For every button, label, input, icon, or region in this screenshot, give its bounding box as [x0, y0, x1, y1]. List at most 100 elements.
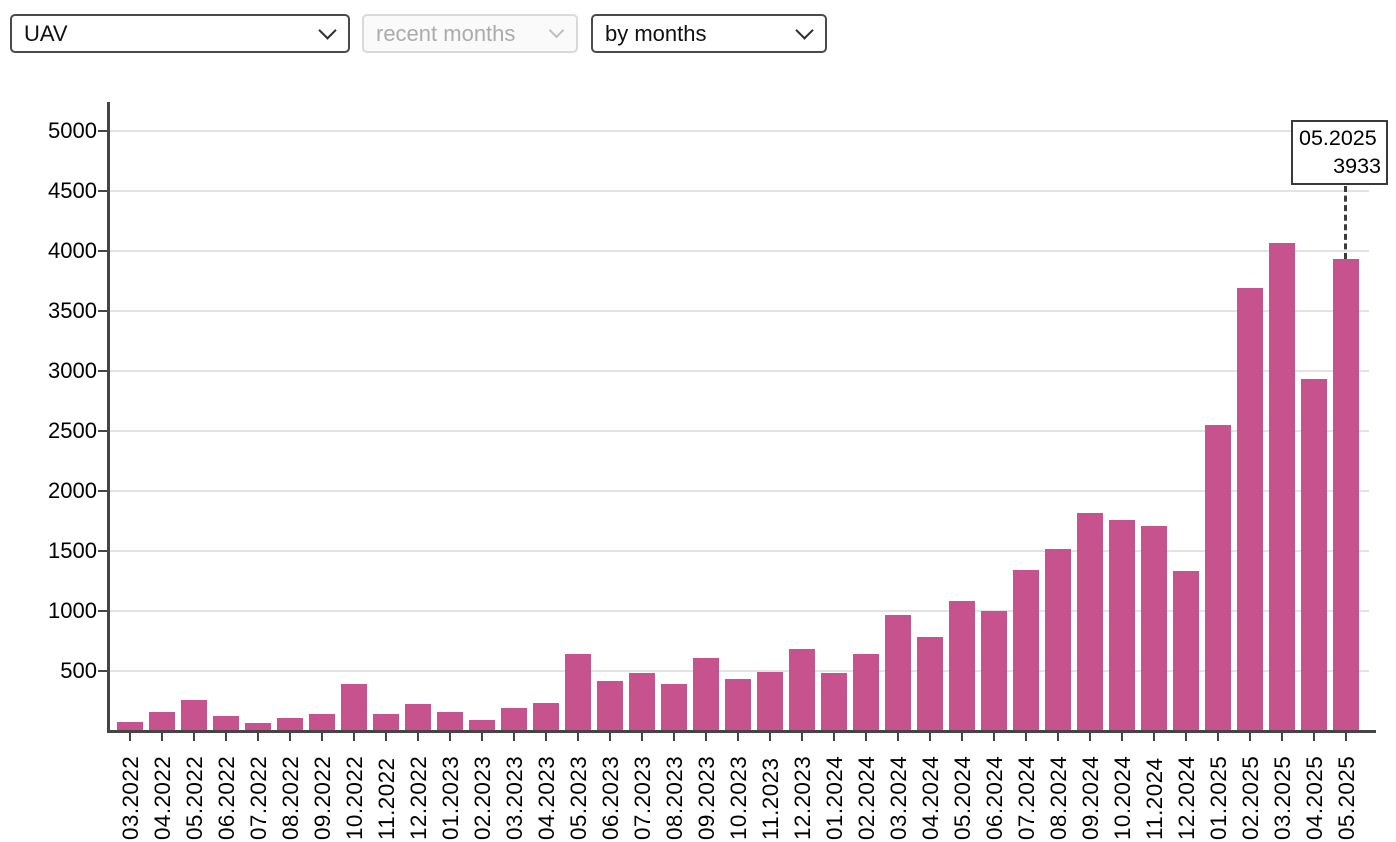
- x-tick: [640, 731, 644, 741]
- x-axis-label: 02.2024: [854, 755, 879, 840]
- x-axis-label: 10.2024: [1110, 755, 1135, 840]
- bar[interactable]: [1301, 379, 1327, 731]
- x-tick: [736, 731, 740, 741]
- bar[interactable]: [1237, 287, 1263, 731]
- x-tick: [1216, 731, 1220, 741]
- x-tick: [512, 731, 516, 741]
- x-tick: [832, 731, 836, 741]
- recent-months-select: recent months: [362, 14, 578, 53]
- bar[interactable]: [149, 711, 175, 731]
- x-tick: [448, 731, 452, 741]
- bar[interactable]: [1077, 513, 1103, 731]
- x-axis-label: 10.2023: [726, 755, 751, 840]
- bar[interactable]: [501, 707, 527, 731]
- x-tick: [544, 731, 548, 741]
- bar[interactable]: [1269, 243, 1295, 731]
- bar[interactable]: [469, 719, 495, 731]
- y-gridline: [109, 550, 1369, 552]
- bar[interactable]: [1141, 525, 1167, 731]
- y-tick: [98, 669, 108, 673]
- bar[interactable]: [853, 653, 879, 731]
- bar[interactable]: [533, 703, 559, 731]
- y-gridline: [109, 190, 1369, 192]
- bar[interactable]: [245, 723, 271, 731]
- y-axis-label: 1000: [48, 598, 97, 623]
- bar[interactable]: [373, 714, 399, 731]
- x-tick: [1024, 731, 1028, 741]
- x-tick: [864, 731, 868, 741]
- x-tick: [1152, 731, 1156, 741]
- y-axis-label: 4500: [48, 178, 97, 203]
- x-axis-label: 05.2024: [950, 755, 975, 840]
- bar[interactable]: [1205, 425, 1231, 731]
- x-tick: [288, 731, 292, 741]
- x-tick: [160, 731, 164, 741]
- bar[interactable]: [661, 683, 687, 731]
- x-axis-label: 12.2024: [1174, 755, 1199, 840]
- x-axis-label: 08.2022: [278, 755, 303, 840]
- x-axis-label: 03.2023: [502, 755, 527, 840]
- bar[interactable]: [1045, 548, 1071, 731]
- x-tick: [960, 731, 964, 741]
- bar[interactable]: [565, 653, 591, 731]
- x-axis-label: 03.2022: [118, 755, 143, 840]
- grouping-select[interactable]: by months: [591, 14, 827, 53]
- bar[interactable]: [885, 615, 911, 731]
- y-axis-label: 3000: [48, 358, 97, 383]
- bar[interactable]: [693, 658, 719, 731]
- bar[interactable]: [597, 681, 623, 731]
- x-tick: [672, 731, 676, 741]
- y-axis-label: 2500: [48, 418, 97, 443]
- x-tick: [192, 731, 196, 741]
- bar[interactable]: [821, 673, 847, 731]
- x-axis-label: 03.2025: [1270, 755, 1295, 840]
- category-select[interactable]: UAV: [10, 14, 350, 53]
- x-tick: [768, 731, 772, 741]
- y-tick: [98, 189, 108, 193]
- x-axis-label: 01.2025: [1206, 755, 1231, 840]
- x-axis-label: 02.2023: [470, 755, 495, 840]
- bar[interactable]: [181, 699, 207, 731]
- x-tick: [1344, 731, 1348, 741]
- bar[interactable]: [789, 649, 815, 731]
- x-tick: [800, 731, 804, 741]
- x-tick: [608, 731, 612, 741]
- y-axis-label: 4000: [48, 238, 97, 263]
- bar[interactable]: [1173, 571, 1199, 731]
- bar[interactable]: [309, 714, 335, 731]
- x-axis-label: 01.2024: [822, 755, 847, 840]
- x-axis-label: 09.2023: [694, 755, 719, 840]
- y-gridline: [109, 490, 1369, 492]
- bar[interactable]: [1013, 569, 1039, 731]
- x-axis-label: 04.2025: [1302, 755, 1327, 840]
- x-tick: [1184, 731, 1188, 741]
- x-tick: [1120, 731, 1124, 741]
- x-axis-label: 01.2023: [438, 755, 463, 840]
- x-axis-label: 12.2023: [790, 755, 815, 840]
- x-axis-line: [106, 729, 1376, 733]
- x-axis-label: 04.2022: [150, 755, 175, 840]
- bar[interactable]: [277, 717, 303, 731]
- bar[interactable]: [949, 601, 975, 731]
- x-axis-label: 03.2024: [886, 755, 911, 840]
- bar[interactable]: [629, 673, 655, 731]
- bar[interactable]: [1109, 519, 1135, 731]
- bar[interactable]: [341, 684, 367, 731]
- bar[interactable]: [981, 611, 1007, 731]
- bar[interactable]: [117, 722, 143, 731]
- bar[interactable]: [437, 711, 463, 731]
- bar[interactable]: [1333, 259, 1359, 731]
- bar[interactable]: [213, 716, 239, 731]
- bar[interactable]: [405, 704, 431, 731]
- bar[interactable]: [917, 637, 943, 731]
- y-tick: [98, 489, 108, 493]
- bar[interactable]: [757, 671, 783, 731]
- x-tick: [992, 731, 996, 741]
- bar[interactable]: [725, 679, 751, 731]
- y-tick: [98, 249, 108, 253]
- x-axis-label: 11.2023: [758, 757, 783, 840]
- x-axis-label: 07.2022: [246, 755, 271, 840]
- x-axis-label: 07.2024: [1014, 755, 1039, 840]
